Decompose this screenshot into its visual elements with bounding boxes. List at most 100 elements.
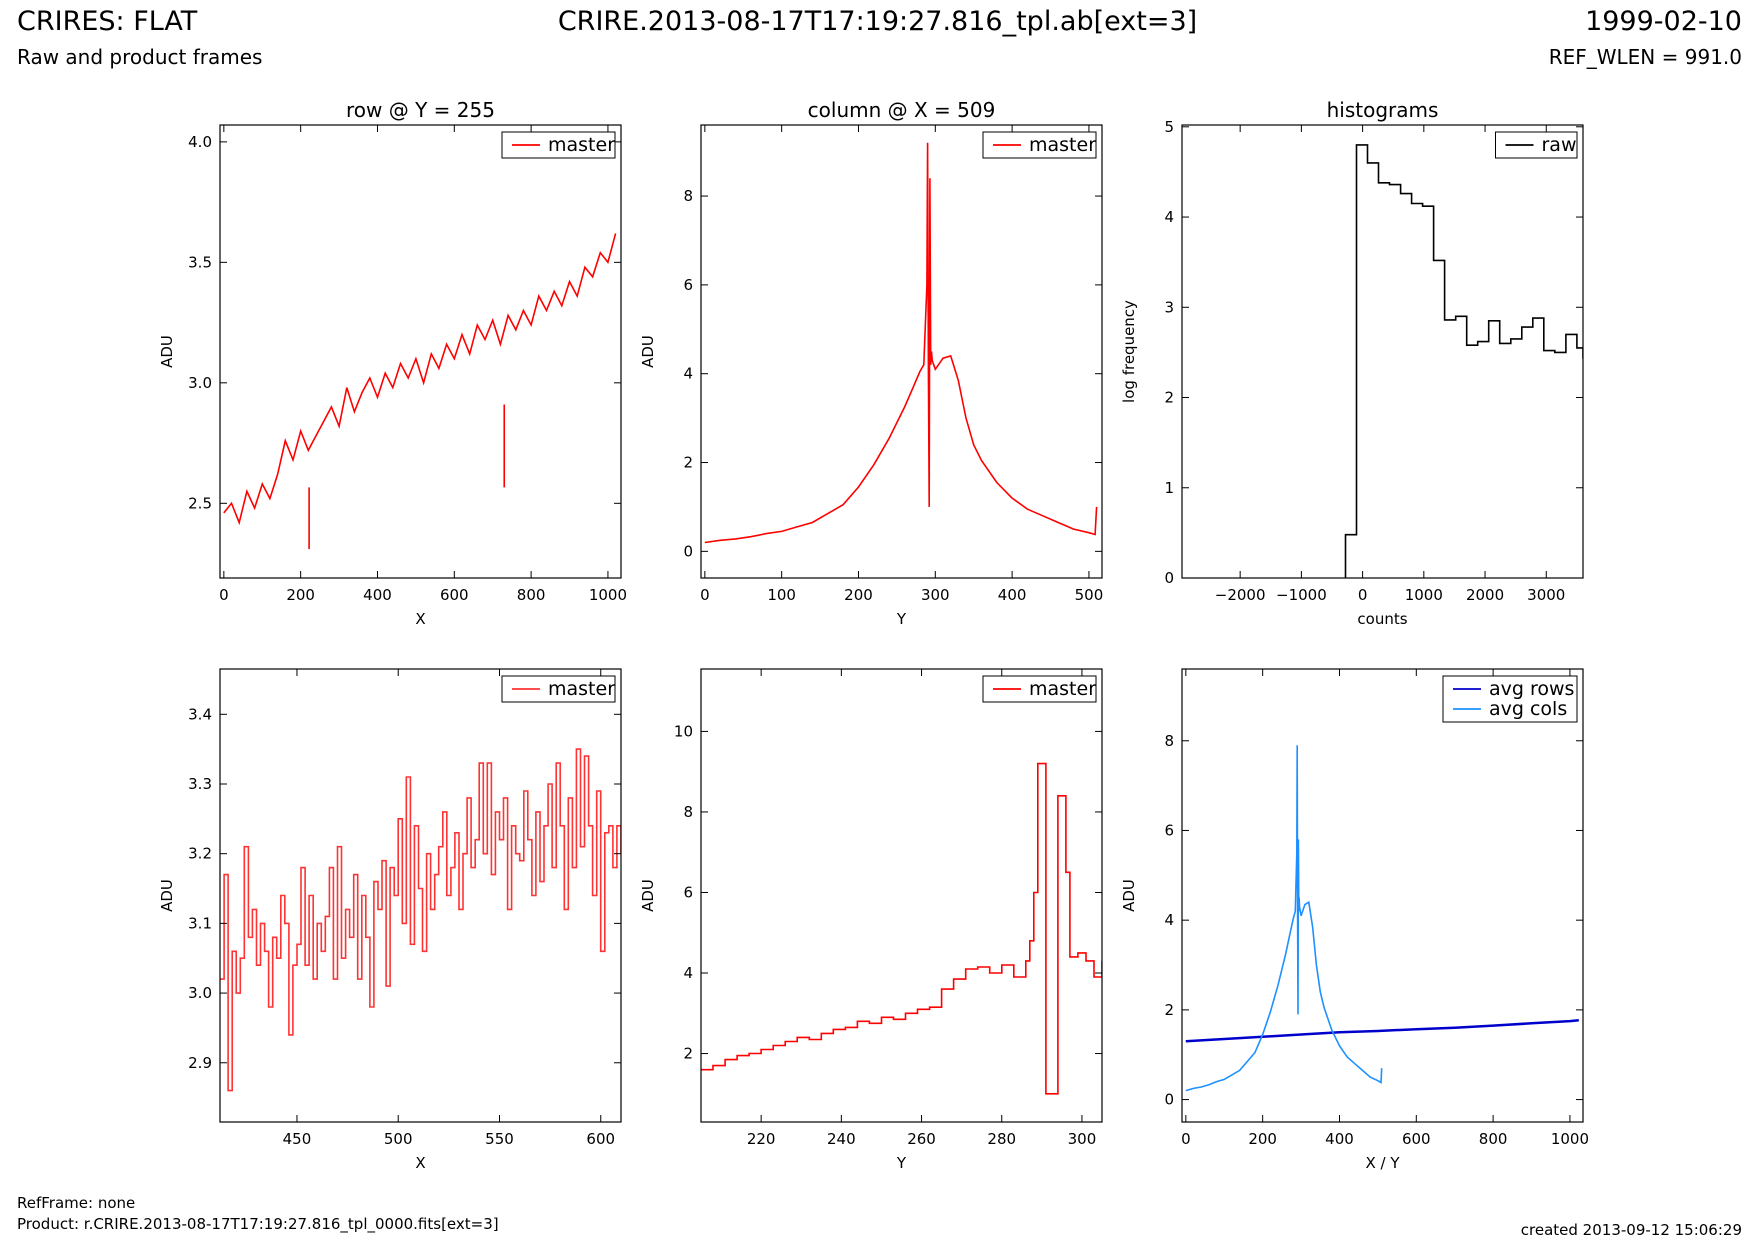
y-tick-label: 5 xyxy=(1164,118,1174,136)
x-axis-label: Y xyxy=(896,610,907,628)
series-group xyxy=(1344,144,1583,578)
y-axis-label: ADU xyxy=(639,879,657,912)
x-tick-label: 1000 xyxy=(1405,586,1443,604)
x-tick-label: 0 xyxy=(1358,586,1368,604)
x-tick-label: 500 xyxy=(384,1130,413,1148)
legend-label: avg rows xyxy=(1489,678,1574,700)
series-group xyxy=(1185,745,1579,1092)
x-tick-label: 0 xyxy=(1181,1130,1191,1148)
ref-wlen-label: REF_WLEN = 991.0 xyxy=(1548,45,1742,69)
y-tick-label: 3 xyxy=(1164,298,1174,316)
x-tick-label: 500 xyxy=(1075,586,1104,604)
x-tick-label: −1000 xyxy=(1276,586,1327,604)
y-axis-label: ADU xyxy=(1120,879,1138,912)
x-tick-label: 300 xyxy=(921,586,950,604)
series-line-master xyxy=(704,142,1098,544)
legend-label: avg cols xyxy=(1489,698,1567,720)
y-tick-label: 1 xyxy=(1164,479,1174,497)
legend-label: master xyxy=(548,134,615,156)
legend-box xyxy=(1442,675,1578,723)
product-label: Product: r.CRIRE.2013-08-17T17:19:27.816… xyxy=(17,1215,499,1233)
y-tick-label: 2 xyxy=(683,1045,693,1063)
y-tick-label: 0 xyxy=(683,542,693,560)
x-tick-label: 3000 xyxy=(1527,586,1565,604)
x-tick-label: 800 xyxy=(1479,1130,1508,1148)
x-tick-label: 100 xyxy=(767,586,796,604)
y-axis-label: log frequency xyxy=(1120,300,1138,403)
x-tick-label: 600 xyxy=(440,586,469,604)
series-line-master xyxy=(223,233,617,526)
series-line-raw xyxy=(1344,144,1583,578)
series-line-master xyxy=(220,748,621,1092)
legend-label: master xyxy=(1029,134,1096,156)
legend-label: master xyxy=(1029,678,1096,700)
page-title: CRIRES: FLAT xyxy=(17,6,198,37)
x-tick-label: 200 xyxy=(1248,1130,1277,1148)
y-axis-label: ADU xyxy=(158,335,176,368)
y-tick-label: 3.4 xyxy=(188,705,212,723)
plot-frame xyxy=(219,668,622,1123)
page-subtitle: Raw and product frames xyxy=(17,45,263,69)
y-tick-label: 4.0 xyxy=(188,133,212,151)
x-tick-label: 600 xyxy=(1402,1130,1431,1148)
y-tick-label: 3.0 xyxy=(188,984,212,1002)
series-line-master xyxy=(701,762,1102,1095)
x-tick-label: 400 xyxy=(998,586,1027,604)
file-name: CRIRE.2013-08-17T17:19:27.816_tpl.ab[ext… xyxy=(557,6,1198,37)
x-axis-label: X xyxy=(415,1154,425,1172)
y-tick-label: 3.1 xyxy=(188,914,212,932)
chart-title: row @ Y = 255 xyxy=(346,98,495,122)
x-tick-label: 200 xyxy=(286,586,315,604)
y-tick-label: 4 xyxy=(683,964,693,982)
y-tick-label: 10 xyxy=(674,722,693,740)
y-tick-label: 8 xyxy=(683,187,693,205)
x-tick-label: 2000 xyxy=(1466,586,1504,604)
date-label: 1999-02-10 xyxy=(1585,6,1742,37)
y-tick-label: 3.2 xyxy=(188,845,212,863)
y-tick-label: 3.3 xyxy=(188,775,212,793)
x-tick-label: 400 xyxy=(1325,1130,1354,1148)
y-tick-label: 6 xyxy=(683,276,693,294)
x-tick-label: −2000 xyxy=(1215,586,1266,604)
y-tick-label: 6 xyxy=(1164,821,1174,839)
y-tick-label: 4 xyxy=(1164,208,1174,226)
x-tick-label: 400 xyxy=(363,586,392,604)
ref-frame-label: RefFrame: none xyxy=(17,1194,136,1212)
y-tick-label: 2 xyxy=(683,454,693,472)
legend-label: raw xyxy=(1542,134,1577,156)
series-group xyxy=(223,233,617,550)
plot-frame xyxy=(219,124,622,579)
x-tick-label: 260 xyxy=(907,1130,936,1148)
x-tick-label: 1000 xyxy=(1551,1130,1589,1148)
y-tick-label: 3.0 xyxy=(188,374,212,392)
created-label: created 2013-09-12 15:06:29 xyxy=(1520,1221,1742,1239)
series-group xyxy=(220,748,621,1092)
x-tick-label: 300 xyxy=(1068,1130,1097,1148)
x-tick-label: 220 xyxy=(747,1130,776,1148)
legend-label: master xyxy=(548,678,615,700)
y-tick-label: 4 xyxy=(683,365,693,383)
y-tick-label: 8 xyxy=(683,803,693,821)
y-axis-label: ADU xyxy=(639,335,657,368)
x-tick-label: 600 xyxy=(586,1130,615,1148)
chart-title: histograms xyxy=(1327,98,1439,122)
series-line-avg-cols xyxy=(1185,745,1383,1092)
x-tick-label: 0 xyxy=(219,586,229,604)
y-axis-label: ADU xyxy=(158,879,176,912)
y-tick-label: 3.5 xyxy=(188,253,212,271)
x-axis-label: X / Y xyxy=(1365,1154,1400,1172)
series-group xyxy=(704,142,1098,544)
y-tick-label: 0 xyxy=(1164,569,1174,587)
y-tick-label: 6 xyxy=(683,883,693,901)
series-line-avg-rows xyxy=(1185,1018,1579,1043)
y-tick-label: 4 xyxy=(1164,911,1174,929)
x-tick-label: 450 xyxy=(283,1130,312,1148)
plot-frame xyxy=(700,668,1103,1123)
plot-frame xyxy=(700,124,1103,579)
y-tick-label: 0 xyxy=(1164,1091,1174,1109)
y-tick-label: 2 xyxy=(1164,1001,1174,1019)
plot-frame xyxy=(1181,124,1584,579)
x-tick-label: 550 xyxy=(485,1130,514,1148)
x-tick-label: 240 xyxy=(827,1130,856,1148)
